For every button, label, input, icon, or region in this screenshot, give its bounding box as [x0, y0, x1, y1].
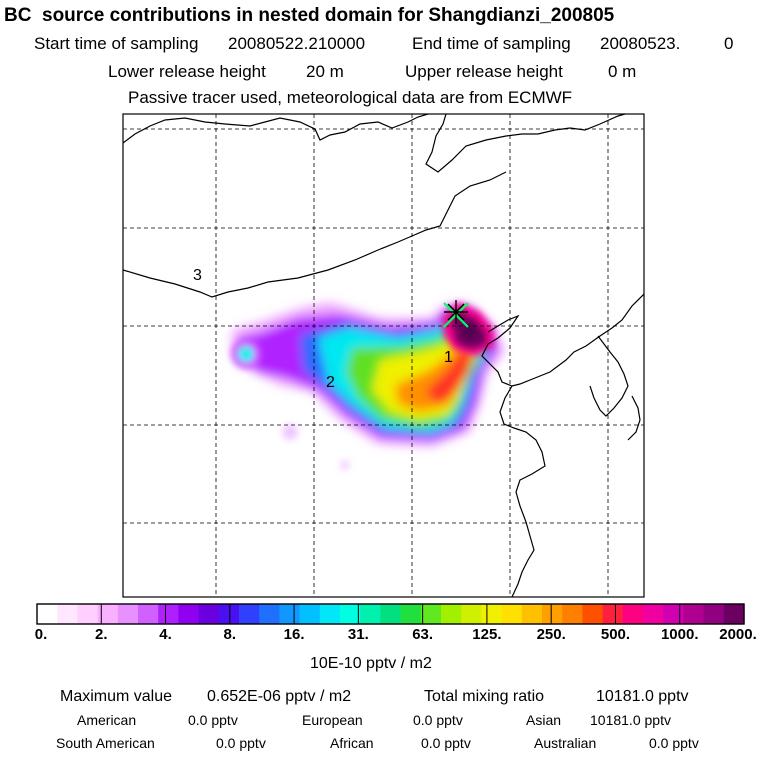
region-european-name: European: [302, 712, 363, 728]
plume-layer-red: [425, 348, 474, 404]
region-label-2: 2: [326, 374, 335, 391]
colorbar-swatch: [239, 604, 260, 624]
colorbar-dividers: [100, 604, 681, 624]
colorbar-swatch: [117, 604, 139, 624]
colorbar-swatch: [501, 604, 523, 624]
colorbar-swatch: [380, 604, 402, 624]
max-value-label: Maximum value: [60, 688, 173, 705]
upper-release-value: 0 m: [608, 62, 637, 81]
plume-blob-west-cyan: [238, 346, 254, 362]
region-asian-value: 10181.0 pptv: [590, 712, 671, 728]
lower-release-value: 20 m: [306, 62, 344, 81]
plume-blob-far-south: [340, 460, 350, 470]
colorbar-swatch: [461, 604, 482, 624]
region-label-3: 3: [193, 267, 202, 284]
border-north: [123, 114, 429, 144]
region-south-american-value: 0.0 pptv: [216, 735, 266, 751]
colorbar-swatch: [643, 604, 664, 624]
colorbar-swatch: [57, 604, 78, 624]
colorbar-tick-label: 2.: [95, 626, 108, 643]
plot-title: BC source contributions in nested domain…: [4, 5, 615, 26]
end-time-value: 20080523.: [600, 34, 681, 53]
region-african-name: African: [330, 735, 374, 751]
colorbar-swatch: [441, 604, 462, 624]
start-time-value: 20080522.210000: [228, 34, 366, 53]
colorbar-tick-label: 0.: [34, 626, 48, 643]
colorbar-swatch: [319, 604, 341, 624]
tracer-note: Passive tracer used, meteorological data…: [128, 88, 573, 107]
concentration-plume: [231, 302, 505, 470]
region-south-american-name: South American: [56, 735, 155, 751]
region-american-value: 0.0 pptv: [188, 712, 238, 728]
colorbar-swatch: [562, 604, 583, 624]
colorbar-swatch: [663, 604, 684, 624]
colorbar-swatch: [420, 604, 442, 624]
colorbar-swatch: [178, 604, 200, 624]
coastline-korea-south: [627, 395, 641, 441]
colorbar-tick-label: 125.: [472, 626, 502, 643]
upper-release-label: Upper release height: [405, 62, 563, 81]
region-australian-value: 0.0 pptv: [649, 735, 699, 751]
max-value: 0.652E-06 pptv / m2: [207, 688, 352, 705]
colorbar-swatch: [138, 604, 159, 624]
colorbar-tick-label: 2000.: [719, 626, 757, 643]
total-mixing-value: 10181.0 pptv: [596, 688, 689, 705]
end-time-label: End time of sampling: [412, 34, 571, 53]
colorbar-swatch: [703, 604, 725, 624]
border-manchuria: [425, 114, 626, 173]
graticule: [123, 114, 644, 597]
region-label-1: 1: [444, 349, 453, 366]
colorbar-swatch: [602, 604, 624, 624]
colorbar-tick-label: 63.: [412, 626, 434, 643]
colorbar-swatch: [582, 604, 604, 624]
colorbar-tick-label: 31.: [347, 626, 369, 643]
receptor-marker: [443, 300, 469, 328]
colorbar-frame: [36, 603, 745, 625]
colorbar-tick-label: 16.: [283, 626, 305, 643]
colorbar-swatch: [542, 604, 563, 624]
colorbar-swatch: [400, 604, 422, 624]
region-australian-name: Australian: [534, 735, 597, 751]
colorbar-swatch: [158, 604, 179, 624]
colorbar-swatch: [521, 604, 543, 624]
border-mongolia-south: [123, 171, 507, 298]
coastline-yellow-sea: [499, 385, 546, 597]
plume-blob-south-faint: [282, 424, 298, 440]
map-frame: [122, 113, 645, 598]
end-time-suffix: 0: [724, 34, 734, 53]
colorbar-tick-label: 500.: [600, 626, 631, 643]
colorbar-swatch: [77, 604, 99, 624]
colorbar-swatch: [723, 604, 745, 624]
colorbar-tick-label: 8.: [223, 626, 237, 643]
colorbar-swatch: [622, 604, 644, 624]
colorbar-swatch: [683, 604, 705, 624]
colorbar-tick-label: 1000.: [660, 626, 699, 643]
lower-release-label: Lower release height: [108, 62, 266, 81]
colorbar-swatch: [481, 604, 503, 624]
colorbar-swatch: [340, 604, 361, 624]
start-time-label: Start time of sampling: [34, 34, 199, 53]
colorbar-swatch: [37, 604, 58, 624]
coastline-bohai: [481, 293, 644, 387]
colorbar: [37, 604, 745, 624]
total-mixing-label: Total mixing ratio: [424, 688, 545, 705]
colorbar-unit: 10E-10 pptv / m2: [310, 655, 432, 672]
colorbar-swatch: [218, 604, 240, 624]
region-american-name: American: [77, 712, 137, 728]
plume-source-mid: [462, 324, 478, 340]
colorbar-swatch: [279, 604, 301, 624]
region-european-value: 0.0 pptv: [413, 712, 463, 728]
region-african-value: 0.0 pptv: [421, 735, 471, 751]
colorbar-swatch: [259, 604, 280, 624]
colorbar-swatch: [299, 604, 321, 624]
colorbar-swatch: [97, 604, 119, 624]
colorbar-tick-label: 250.: [536, 626, 566, 643]
colorbar-tick-label: 4.: [159, 626, 172, 643]
colorbar-swatch: [360, 604, 381, 624]
colorbar-swatch: [198, 604, 220, 624]
coastline-korea: [589, 335, 629, 417]
country-borders: [123, 114, 644, 597]
region-asian-name: Asian: [526, 712, 562, 728]
